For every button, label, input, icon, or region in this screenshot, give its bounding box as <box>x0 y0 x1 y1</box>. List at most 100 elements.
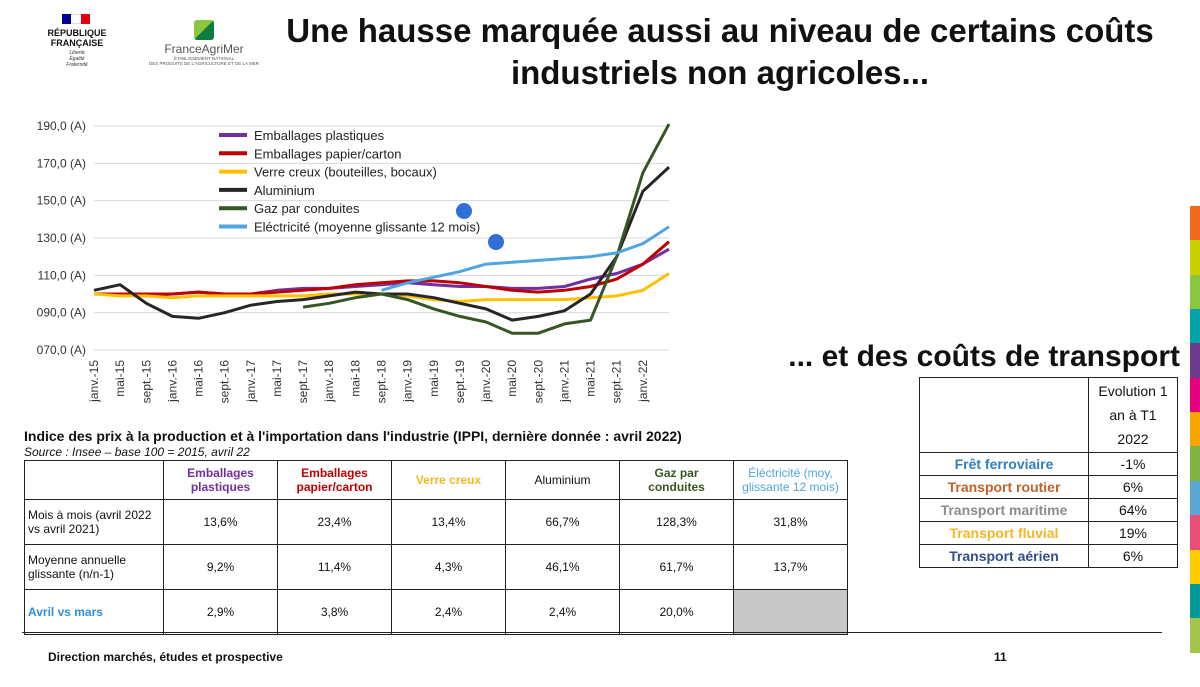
ippi-cell: 9,2% <box>163 544 278 590</box>
ippi-cell: 20,0% <box>619 589 734 635</box>
ippi-table: Emballages plastiques Emballages papier/c… <box>24 460 848 635</box>
ippi-column-header: Aluminium <box>505 460 620 500</box>
ippi-source: Source : Insee – base 100 = 2015, avril … <box>24 445 250 459</box>
x-tick-label: janv.-21 <box>557 360 571 403</box>
ippi-cell: 2,4% <box>505 589 620 635</box>
ippi-column-header: Verre creux <box>391 460 506 500</box>
ippi-cell: 61,7% <box>619 544 734 590</box>
legend-label-5: Gaz par conduites <box>254 201 360 216</box>
x-tick-label: mai-18 <box>348 360 362 397</box>
footer-divider <box>22 632 1162 633</box>
republique-francaise-logo: RÉPUBLIQUE FRANÇAISE Liberté Égalité Fra… <box>42 14 112 68</box>
ippi-cell: 2,9% <box>163 589 278 635</box>
transport-row: Transport routier 6% <box>919 475 1178 499</box>
republic-name: RÉPUBLIQUE FRANÇAISE <box>47 28 107 48</box>
x-tick-label: janv.-19 <box>401 360 415 403</box>
selection-handle-end-icon <box>488 234 504 250</box>
transport-table: Evolution 1 an à T1 2022 Frêt ferroviair… <box>919 377 1178 568</box>
ippi-line-chart: 070,0 (A) 090,0 (A) 110,0 (A) 130,0 (A) 150,… <box>37 119 671 404</box>
ippi-column-header: Emballages plastiques <box>163 460 278 500</box>
transport-value: -1% <box>1088 452 1178 476</box>
transport-row: Transport fluvial 19% <box>919 521 1178 545</box>
ippi-cell: 23,4% <box>277 499 392 545</box>
transport-mode: Frêt ferroviaire <box>919 452 1089 476</box>
legend-label-4: Aluminium <box>254 183 315 198</box>
legend-label-6: Eléctricité (moyenne glissante 12 mois) <box>254 220 480 235</box>
x-tick-label: sept.-15 <box>139 360 153 404</box>
x-tick-label: sept.-18 <box>375 360 389 404</box>
ippi-cell: 4,3% <box>391 544 506 590</box>
transport-value: 6% <box>1088 475 1178 499</box>
legend-label-1: Emballages plastiques <box>254 128 385 143</box>
ippi-column-header: Éléctricité (moy, glissante 12 mois) <box>733 460 848 500</box>
page-number: 11 <box>994 650 1007 664</box>
y-tick-label: 110,0 (A) <box>38 268 86 282</box>
ippi-cell: 13,4% <box>391 499 506 545</box>
transport-mode: Transport fluvial <box>919 521 1089 545</box>
x-tick-label: sept.-19 <box>453 360 467 404</box>
ippi-row: Mois à mois (avril 2022 vs avril 2021) 13… <box>24 499 848 545</box>
ippi-cell: 3,8% <box>277 589 392 635</box>
y-tick-label: 070,0 (A) <box>37 343 86 357</box>
republic-motto: Liberté Égalité Fraternité <box>66 50 88 68</box>
ippi-row: Moyenne annuelle glissante (n/n-1) 9,2% 11… <box>24 544 848 590</box>
ippi-column-header: Gaz par conduites <box>619 460 734 500</box>
series-line-2 <box>94 240 670 296</box>
transport-title: ... et des coûts de transport <box>788 340 1180 373</box>
y-tick-label: 090,0 (A) <box>37 306 86 320</box>
ippi-cell: 11,4% <box>277 544 392 590</box>
x-tick-label: mai-20 <box>505 360 519 397</box>
ippi-cell: 31,8% <box>733 499 848 545</box>
x-tick-label: mai-17 <box>270 360 284 397</box>
x-tick-label: mai-19 <box>427 360 441 397</box>
franceagrimer-logo: FranceAgriMer ÉTABLISSEMENT NATIONAL DES… <box>148 20 260 66</box>
x-tick-label: mai-15 <box>113 360 127 397</box>
x-tick-label: mai-16 <box>192 360 206 397</box>
slide-title: Une hausse marquée aussi au niveau de ce… <box>286 12 1154 91</box>
transport-header: Evolution 1 an à T1 2022 <box>1088 377 1178 453</box>
agency-subtitle: ÉTABLISSEMENT NATIONAL DES PRODUITS DE L… <box>149 56 259 66</box>
x-tick-label: janv.-20 <box>479 360 493 403</box>
ippi-table-title: Indice des prix à la production et à l'i… <box>24 428 682 444</box>
ippi-cell <box>733 589 848 635</box>
selection-handle-start-icon <box>456 203 472 219</box>
x-tick-label: sept.-21 <box>610 360 624 404</box>
x-tick-label: sept.-17 <box>296 360 310 404</box>
x-tick-label: janv.-15 <box>87 360 101 403</box>
french-flag-icon <box>62 14 90 24</box>
franceagrimer-mark-icon <box>194 20 214 40</box>
x-tick-label: janv.-22 <box>636 360 650 403</box>
agency-name: FranceAgriMer <box>164 42 244 56</box>
series-line-5 <box>302 123 671 335</box>
decorative-color-bar <box>1190 0 1200 687</box>
transport-header-blank <box>919 377 1089 453</box>
transport-row: Transport maritime 64% <box>919 498 1178 522</box>
y-tick-label: 170,0 (A) <box>37 156 86 170</box>
ippi-cell: 46,1% <box>505 544 620 590</box>
transport-mode: Transport routier <box>919 475 1089 499</box>
x-tick-label: janv.-17 <box>244 360 258 403</box>
ippi-row-label: Mois à mois (avril 2022 vs avril 2021) <box>24 499 164 545</box>
transport-row: Transport aérien 6% <box>919 544 1178 568</box>
ippi-row-label: Moyenne annuelle glissante (n/n-1) <box>24 544 164 590</box>
ippi-cell: 128,3% <box>619 499 734 545</box>
transport-value: 64% <box>1088 498 1178 522</box>
x-tick-label: janv.-16 <box>165 360 179 403</box>
ippi-cell: 13,7% <box>733 544 848 590</box>
ippi-row: Avril vs mars 2,9% 3,8% 2,4% 2,4% 20,0% <box>24 589 848 635</box>
ippi-row-label: Avril vs mars <box>24 589 164 635</box>
transport-row: Frêt ferroviaire -1% <box>919 452 1178 476</box>
y-tick-label: 150,0 (A) <box>37 194 86 208</box>
transport-value: 6% <box>1088 544 1178 568</box>
ippi-cell: 2,4% <box>391 589 506 635</box>
ippi-cell: 66,7% <box>505 499 620 545</box>
y-tick-label: 190,0 (A) <box>37 119 86 133</box>
x-tick-label: sept.-16 <box>218 360 232 404</box>
ippi-column-header: Emballages papier/carton <box>277 460 392 500</box>
ippi-corner-cell <box>24 460 164 500</box>
footer-text: Direction marchés, études et prospective <box>48 650 283 664</box>
legend-label-3: Verre creux (bouteilles, bocaux) <box>254 165 437 180</box>
ippi-cell: 13,6% <box>163 499 278 545</box>
x-tick-label: sept.-20 <box>531 360 545 404</box>
x-tick-label: janv.-18 <box>322 360 336 403</box>
